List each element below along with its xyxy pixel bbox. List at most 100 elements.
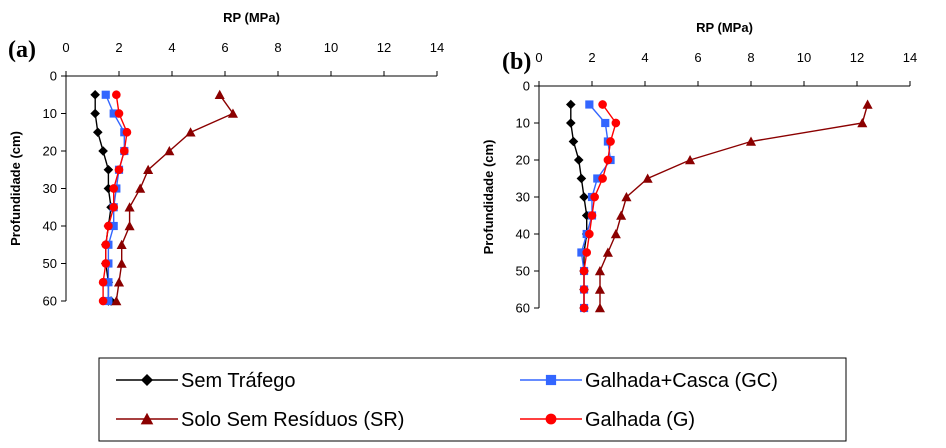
data-point	[112, 90, 121, 100]
x-tick-label: 14	[903, 50, 917, 65]
y-tick-label: 30	[516, 190, 530, 205]
data-point	[104, 296, 113, 306]
data-point	[611, 118, 621, 128]
data-point	[603, 155, 613, 165]
y-tick-label: 20	[516, 153, 530, 168]
y-tick-label: 0	[50, 69, 57, 84]
y-tick-label: 40	[43, 219, 57, 234]
data-point	[585, 100, 594, 109]
data-point	[745, 136, 757, 146]
data-point	[566, 99, 576, 110]
y-axis-title: Profundidade (cm)	[8, 131, 23, 246]
x-tick-label: 8	[274, 40, 281, 55]
data-point	[568, 136, 579, 147]
y-tick-label: 10	[43, 106, 57, 121]
panel-a: (a) RP (MPa) Profundidade (cm) 0 2 4 6 8 10 12 14 0…	[8, 10, 444, 309]
legend-entry: Solo Sem Resíduos (SR)	[116, 409, 404, 431]
x-tick-label: 10	[324, 40, 338, 55]
series-2	[594, 99, 873, 313]
y-tick-label: 60	[43, 294, 57, 309]
data-point	[116, 258, 127, 268]
data-point	[124, 202, 135, 212]
data-point	[598, 174, 607, 183]
y-axis-title: Profundidade (cm)	[481, 140, 496, 255]
x-tick-label: 0	[535, 50, 542, 65]
legend-label: Sem Tráfego	[181, 370, 296, 392]
legend-marker	[545, 413, 557, 425]
data-point	[579, 266, 589, 276]
data-point	[602, 247, 613, 257]
y-tick-label: 40	[516, 227, 530, 242]
data-point	[598, 100, 607, 109]
data-point	[116, 239, 127, 250]
data-point	[93, 127, 103, 138]
x-tick-label: 4	[168, 40, 175, 55]
data-point	[119, 146, 129, 156]
legend-label: Galhada+Casca (GC)	[585, 370, 778, 392]
x-tick-label: 2	[588, 50, 595, 65]
data-point	[214, 89, 225, 100]
data-point	[566, 118, 576, 128]
y-tick-label: 30	[43, 181, 57, 196]
data-point	[143, 164, 154, 175]
x-axis-title: RP (MPa)	[223, 10, 280, 25]
series-0	[90, 89, 116, 306]
data-point	[857, 117, 868, 128]
data-point	[109, 184, 119, 193]
data-point	[122, 127, 132, 137]
y-tick-label: 0	[523, 79, 530, 94]
data-point	[616, 210, 627, 220]
data-point	[109, 202, 119, 212]
series-line	[105, 94, 126, 301]
x-tick-label: 0	[62, 40, 69, 55]
x-tick-label: 4	[641, 50, 648, 65]
data-point	[582, 248, 592, 257]
data-point	[101, 240, 111, 250]
data-point	[111, 295, 122, 306]
x-tick-label: 10	[797, 50, 811, 65]
data-point	[104, 221, 113, 231]
data-point	[98, 277, 108, 287]
legend-entry: Sem Tráfego	[116, 370, 296, 392]
data-point	[590, 192, 599, 202]
data-point	[227, 108, 238, 118]
series-0	[566, 99, 592, 313]
x-tick-label: 6	[221, 40, 228, 55]
x-tick-label: 8	[747, 50, 754, 65]
x-tick-label: 12	[377, 40, 391, 55]
panel-letter: (a)	[8, 37, 36, 63]
x-tick-label: 12	[850, 50, 864, 65]
data-point	[594, 284, 605, 294]
panel-letter: (b)	[502, 49, 531, 75]
series-3	[98, 90, 132, 306]
data-point	[601, 118, 610, 128]
data-point	[109, 221, 118, 231]
data-point	[577, 248, 586, 257]
data-point	[104, 278, 113, 287]
data-point	[685, 154, 696, 165]
data-point	[113, 277, 125, 287]
y-tick-label: 10	[516, 116, 530, 131]
data-point	[101, 90, 110, 99]
data-point	[103, 164, 114, 175]
legend-marker	[141, 374, 153, 386]
legend-entry: Galhada+Casca (GC)	[520, 370, 778, 392]
data-point	[621, 191, 632, 202]
data-point	[576, 173, 587, 184]
data-point	[587, 211, 597, 220]
data-point	[101, 259, 111, 268]
data-point	[114, 109, 124, 118]
legend-marker	[140, 412, 154, 425]
series-1	[101, 90, 129, 306]
x-axis-title: RP (MPa)	[696, 20, 753, 35]
data-point	[98, 296, 108, 306]
series-line	[599, 104, 869, 308]
data-point	[594, 265, 605, 276]
data-point	[90, 89, 100, 100]
data-point	[114, 165, 124, 175]
data-point	[135, 183, 146, 193]
y-tick-label: 60	[516, 301, 530, 316]
y-tick-label: 50	[516, 264, 530, 279]
data-point	[579, 285, 589, 294]
